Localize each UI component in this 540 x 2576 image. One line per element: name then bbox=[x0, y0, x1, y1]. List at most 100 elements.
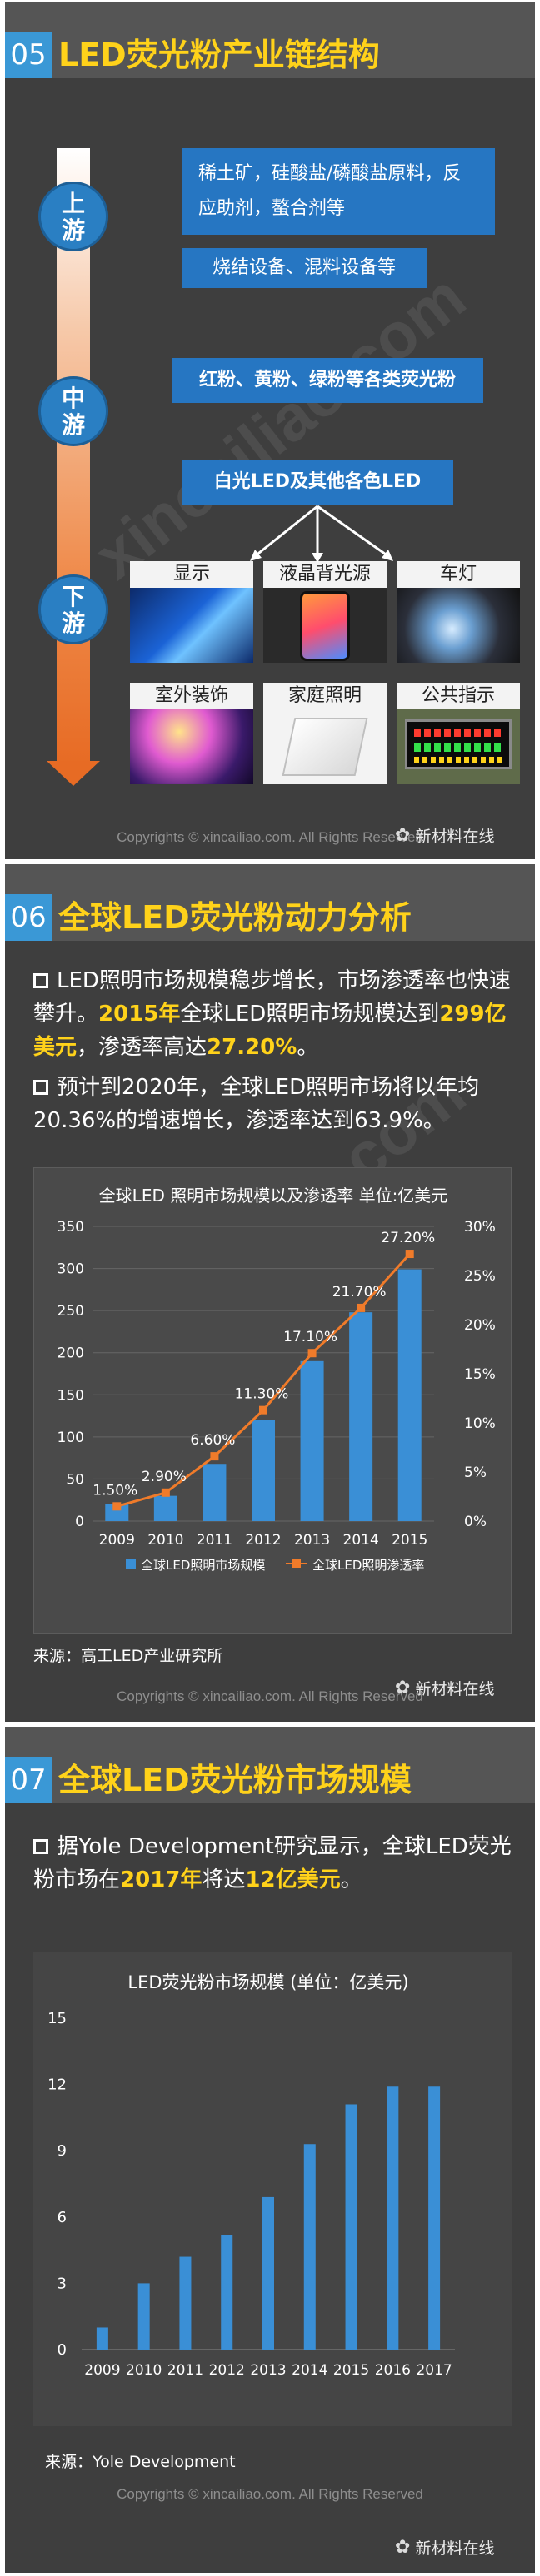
arrow-line-left bbox=[254, 505, 318, 558]
line-point bbox=[308, 1349, 317, 1358]
y2-tick-label: 5% bbox=[464, 1465, 487, 1481]
x-tick-label: 2010 bbox=[126, 2362, 162, 2379]
app-tile-outdoor: 室外装饰 bbox=[130, 683, 253, 784]
outdoor-image bbox=[130, 709, 253, 784]
bar bbox=[202, 1464, 227, 1521]
line-point bbox=[259, 1405, 268, 1415]
bar bbox=[428, 2086, 441, 2350]
app-label: 液晶背光源 bbox=[263, 561, 387, 588]
bar bbox=[345, 2104, 358, 2350]
y-tick-label: 50 bbox=[66, 1471, 84, 1488]
line-point bbox=[161, 1488, 170, 1497]
bar bbox=[398, 1269, 422, 1521]
data-label: 21.70% bbox=[332, 1284, 387, 1300]
section-title: 全球LED荧光粉动力分析 bbox=[58, 899, 412, 936]
section-title: LED荧光粉产业链结构 bbox=[58, 37, 380, 73]
bar bbox=[138, 2283, 150, 2350]
stage-upstream: 上 游 bbox=[38, 182, 108, 251]
y-tick-label: 200 bbox=[58, 1345, 84, 1362]
box-phosphors: 红粉、黄粉、绿粉等各类荧光粉 bbox=[172, 358, 483, 403]
brand-mark: ✿ 新材料在线 bbox=[395, 824, 494, 847]
brand-mark: ✿ 新材料在线 bbox=[395, 2536, 494, 2559]
x-tick-label: 2009 bbox=[99, 1532, 135, 1549]
box-raw-materials: 稀土矿，硅酸盐/磷酸盐原料，反应助剂，螯合剂等 bbox=[182, 148, 495, 235]
phone-image bbox=[263, 588, 387, 663]
data-label: 6.60% bbox=[190, 1432, 235, 1449]
y2-tick-label: 15% bbox=[464, 1366, 496, 1383]
x-tick-label: 2013 bbox=[250, 2362, 286, 2379]
y-tick-label: 0 bbox=[58, 2341, 67, 2359]
bar bbox=[252, 1420, 275, 1521]
ceiling-light-image bbox=[263, 709, 387, 784]
brand-mark: ✿ 新材料在线 bbox=[395, 1677, 494, 1699]
bar bbox=[387, 2086, 399, 2350]
wechat-icon: ✿ bbox=[395, 825, 411, 846]
bar bbox=[153, 1495, 178, 1521]
y2-tick-label: 25% bbox=[464, 1268, 496, 1285]
x-tick-label: 2014 bbox=[292, 2362, 328, 2379]
app-tile-backlight: 液晶背光源 bbox=[263, 561, 387, 663]
line-point bbox=[210, 1452, 219, 1461]
app-tile-headlight: 车灯 bbox=[397, 561, 520, 663]
data-label: 1.50% bbox=[92, 1482, 138, 1499]
headlight-image bbox=[397, 588, 520, 663]
section-number: 06 bbox=[5, 894, 52, 941]
x-tick-label: 2012 bbox=[209, 2362, 245, 2379]
y-tick-label: 150 bbox=[58, 1387, 84, 1404]
bar bbox=[105, 1504, 129, 1521]
x-tick-label: 2014 bbox=[343, 1532, 379, 1549]
line-point bbox=[112, 1502, 122, 1511]
x-tick-label: 2016 bbox=[375, 2362, 411, 2379]
bar bbox=[300, 1360, 324, 1521]
bar bbox=[303, 2144, 316, 2350]
section-title: 全球LED荧光粉市场规模 bbox=[58, 1762, 412, 1798]
x-tick-label: 2017 bbox=[416, 2362, 452, 2379]
checkbox-icon bbox=[33, 973, 48, 988]
legend-label: 全球LED照明渗透率 bbox=[312, 1558, 424, 1573]
copyright: Copyrights © xincailiao.com. All Rights … bbox=[117, 2486, 423, 2502]
brand-name: 新材料在线 bbox=[415, 1680, 495, 1698]
line-point bbox=[405, 1250, 414, 1259]
brand-name: 新材料在线 bbox=[415, 2539, 495, 2558]
arrow-tip-left bbox=[250, 550, 262, 561]
data-label: 27.20% bbox=[381, 1230, 435, 1246]
signage-image bbox=[397, 709, 520, 784]
display-image bbox=[130, 588, 253, 663]
y-tick-label: 100 bbox=[58, 1430, 84, 1446]
app-tile-signage: 公共指示 bbox=[397, 683, 520, 784]
y-tick-label: 350 bbox=[58, 1219, 84, 1236]
y2-tick-label: 30% bbox=[464, 1219, 496, 1236]
panel-header: 06 全球LED荧光粉动力分析 bbox=[5, 864, 535, 941]
arrow-line-right bbox=[317, 505, 389, 558]
y-tick-label: 0 bbox=[75, 1514, 84, 1530]
arrow-tip-right bbox=[382, 550, 393, 561]
bar bbox=[221, 2235, 233, 2350]
chart-phosphor-market-svg: LED荧光粉市场规模 (单位：亿美元) 0 3 6 9 12 15 2009 2010 2011 2… bbox=[48, 1972, 455, 2379]
panel-market-size: 07 全球LED荧光粉市场规模 xincailiao.com 据Yole Dev… bbox=[5, 1727, 535, 2573]
app-label: 家庭照明 bbox=[263, 683, 387, 709]
x-tick-label: 2013 bbox=[294, 1532, 330, 1549]
y2-tick-label: 10% bbox=[464, 1415, 496, 1432]
app-label: 车灯 bbox=[397, 561, 520, 588]
chart-led-lighting: 全球LED 照明市场规模以及渗透率 单位:亿美元 0 50 100 150 200 250 3… bbox=[33, 1167, 512, 1634]
line-point bbox=[357, 1303, 366, 1312]
chart-title: 全球LED 照明市场规模以及渗透率 单位:亿美元 bbox=[99, 1186, 448, 1206]
app-tile-display: 显示 bbox=[130, 561, 253, 663]
box-equipment: 烧结设备、混料设备等 bbox=[182, 248, 427, 288]
brand-name: 新材料在线 bbox=[415, 828, 495, 846]
x-tick-label: 2015 bbox=[392, 1532, 428, 1549]
bullet-forecast: 预计到2020年，全球LED照明市场将以年均20.36%的增速增长，渗透率达到6… bbox=[33, 1075, 480, 1133]
x-tick-label: 2011 bbox=[168, 2362, 203, 2379]
data-label: 17.10% bbox=[283, 1329, 338, 1345]
copyright: Copyrights © xincailiao.com. All Rights … bbox=[117, 829, 423, 845]
y-tick-label: 300 bbox=[58, 1261, 84, 1278]
wechat-icon: ✿ bbox=[395, 2537, 411, 2558]
bar bbox=[349, 1312, 373, 1521]
checkbox-icon bbox=[33, 1080, 48, 1095]
y-tick-label: 9 bbox=[58, 2142, 67, 2160]
bullet-market-growth: LED照明市场规模稳步增长，市场渗透率也快速攀升。2015年全球LED照明市场规… bbox=[33, 968, 511, 1060]
panel-driving-force: 06 全球LED荧光粉动力分析 xincailiao.com LED照明市场规模… bbox=[5, 864, 535, 1722]
x-tick-label: 2009 bbox=[84, 2362, 120, 2379]
app-label: 室外装饰 bbox=[130, 683, 253, 709]
